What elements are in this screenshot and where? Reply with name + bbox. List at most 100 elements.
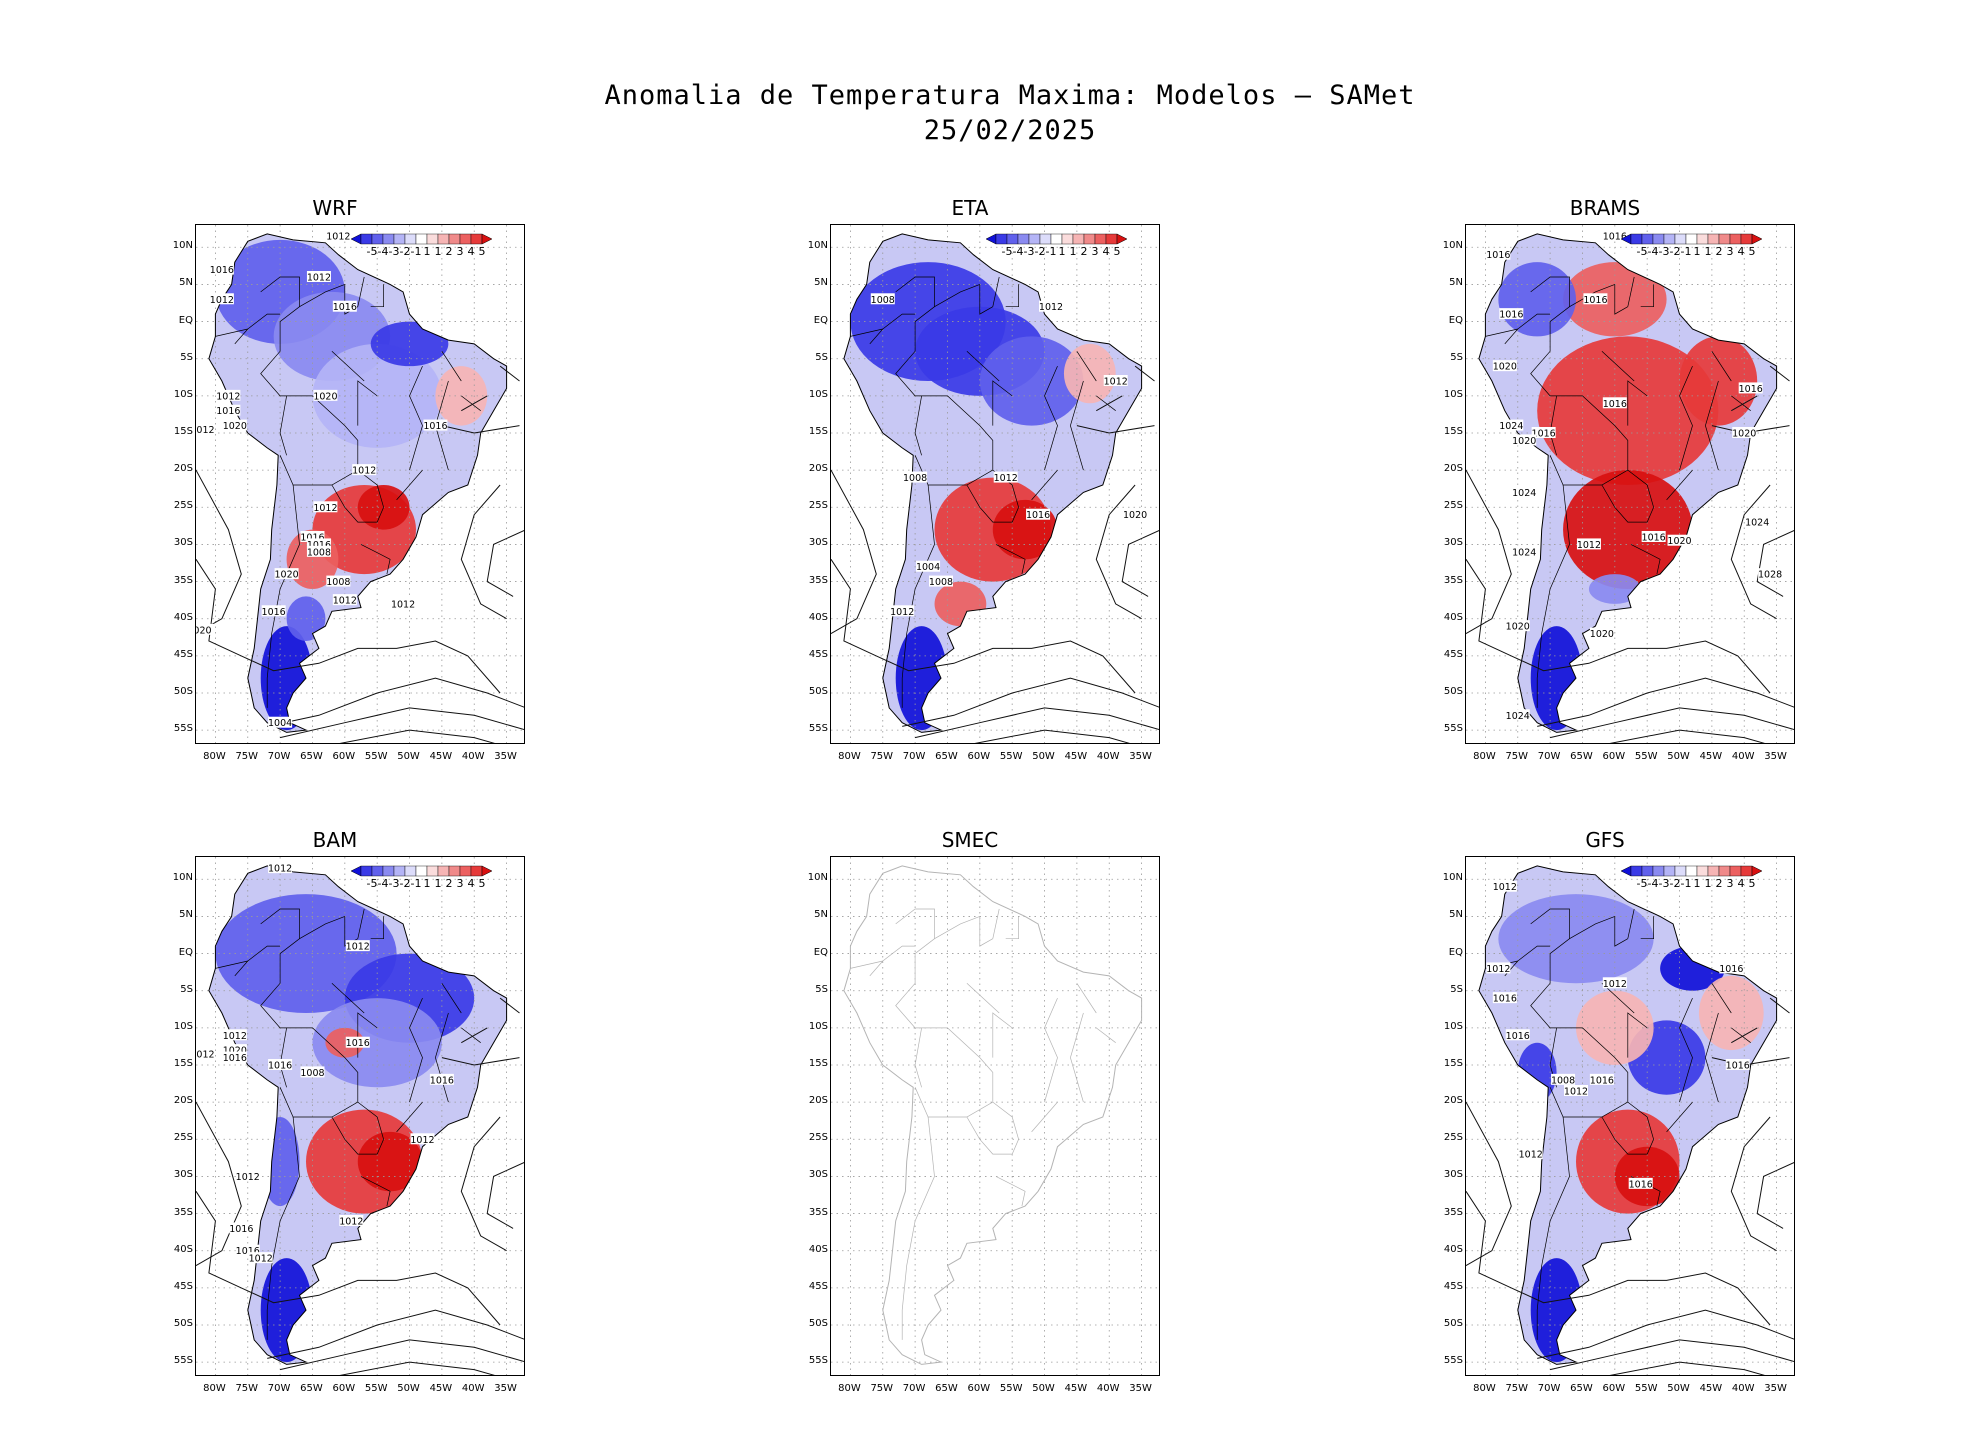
map-frame: 1012101210121012102010161016100810161016…: [195, 856, 525, 1376]
lon-tick-label: 75W: [870, 751, 894, 762]
isobar-label-bg: [1518, 1148, 1543, 1160]
country-border: [966, 983, 1000, 1014]
isobar-label: 1016: [1603, 232, 1627, 243]
isobar-label: 1012: [326, 232, 350, 243]
isobar-label-bg: [326, 230, 351, 242]
isobar-label: 1024: [1512, 488, 1536, 499]
isobar-line: [196, 559, 501, 694]
lat-tick-label: 40S: [173, 611, 193, 623]
colorbar-tick-label: -5: [1002, 245, 1013, 258]
map-frame: [830, 856, 1160, 1376]
lon-tick-label: 60W: [967, 1383, 991, 1394]
colorbar-swatch: [1707, 865, 1720, 877]
isobar-label-bg: [1492, 360, 1517, 372]
isobar-label-bg: [209, 263, 234, 275]
country-border: [370, 284, 384, 308]
colorbar-swatch: [448, 865, 461, 877]
colorbar-swatch: [437, 233, 450, 245]
isobar-line: [1730, 1116, 1777, 1252]
anomaly-region: [1063, 343, 1116, 404]
colorbar-tick-label: -3: [1024, 245, 1035, 258]
country-border: [1627, 1012, 1648, 1058]
isobar-label: 1020: [223, 1046, 247, 1057]
lat-tick-label: EQ: [1448, 946, 1463, 958]
lat-tick-label: 50S: [173, 686, 193, 697]
lon-tick-label: 40W: [1731, 751, 1755, 762]
isobar-label-bg: [196, 423, 215, 435]
isobar-label: 1016: [268, 1061, 292, 1072]
map-canvas: 1008 1012 1012 1008 1012 1016 1020 1004 1008 1012…: [831, 225, 1159, 743]
lon-tick-label: 80W: [838, 751, 861, 762]
lat-tick-label: 45S: [808, 1280, 828, 1292]
country-border: [1627, 380, 1648, 426]
lat-tick-label: 55S: [173, 723, 193, 735]
isobar-label: 1016: [262, 607, 286, 618]
isobar-label-bg: [222, 1044, 247, 1056]
lon-tick-label: 45W: [1699, 751, 1723, 762]
isobar-line: [499, 365, 520, 382]
isobar-label: 1020: [1590, 629, 1614, 640]
colorbar-swatch: [382, 233, 395, 245]
lat-tick-label: 30S: [1443, 537, 1463, 549]
isobar-label: 1012: [1493, 882, 1517, 893]
isobar-label-bg: [1589, 627, 1614, 639]
country-border: [1666, 469, 1693, 501]
country-border: [331, 351, 365, 382]
isobar-label: 1016: [1486, 250, 1510, 261]
lat-tick-label: EQ: [813, 946, 828, 958]
isobar-label: 1012: [223, 1031, 247, 1042]
anomaly-region: [895, 626, 948, 731]
figure-title: Anomalia de Temperatura Maxima: Modelos …: [0, 78, 1964, 148]
isobar-line: [974, 729, 1130, 743]
isobar-label: 1012: [1519, 1150, 1543, 1161]
isobar-label: 1016: [333, 302, 357, 313]
isobar-label: 1016: [300, 533, 324, 544]
colorbar-swatch: [415, 865, 428, 877]
isobar-label: 1020: [1512, 436, 1536, 447]
isobar-label: 1016: [1026, 510, 1050, 521]
anomaly-region: [325, 1027, 365, 1058]
lat-tick-label: 35S: [173, 1206, 193, 1218]
colorbar: -5 -4 -3 -2 -1 1 1 2 3 4 5: [350, 865, 493, 890]
colorbar-tick-label: -3: [1659, 245, 1670, 258]
lat-tick-label: 10S: [808, 388, 828, 400]
isobar-label: 1012: [210, 295, 234, 306]
colorbar-swatch: [1685, 233, 1698, 245]
colorbar-swatch: [1718, 865, 1731, 877]
country-border: [1601, 351, 1635, 382]
lat-tick-label: 45S: [173, 648, 193, 660]
lat-tick-label: 25S: [173, 500, 193, 512]
lat-tick-label: 5S: [1450, 351, 1463, 363]
isobar-label: 1012: [890, 607, 914, 618]
lon-tick-label: 80W: [203, 1383, 226, 1394]
colorbar-swatch: [382, 865, 395, 877]
anomaly-region: [934, 581, 987, 627]
title-line-1: Anomalia de Temperatura Maxima: Modelos …: [604, 80, 1416, 111]
colorbar-arrow-right: [481, 233, 493, 245]
country-border: [1705, 380, 1719, 471]
isobar-label-bg: [235, 1244, 260, 1256]
colorbar-swatch: [1729, 865, 1742, 877]
isobar-label-bg: [1602, 230, 1627, 242]
colorbar-tick-label: 3: [1092, 245, 1099, 258]
colorbar-swatch: [1641, 865, 1654, 877]
country-border: [441, 983, 462, 1014]
country-border: [992, 276, 1000, 307]
colorbar-tick-label: 2: [446, 877, 453, 890]
isobar-label: 1016: [307, 540, 331, 551]
lat-tick-label: 10S: [173, 1020, 193, 1032]
country-border: [1630, 544, 1661, 575]
lat-tick-label: 10N: [807, 240, 828, 252]
colorbar-swatch: [426, 233, 439, 245]
lon-tick-label: 45W: [1064, 1383, 1088, 1394]
isobar-label: 1012: [994, 473, 1018, 484]
lat-tick-label: 50S: [173, 1318, 193, 1329]
colorbar-tick-label: 3: [1727, 245, 1734, 258]
isobar-line: [831, 469, 877, 635]
isobar-label: 1012: [313, 503, 337, 514]
lon-tick-label: 50W: [397, 751, 420, 762]
colorbar-tick-label: 2: [446, 245, 453, 258]
country-border: [992, 1012, 1013, 1058]
lon-tick-label: 60W: [332, 751, 356, 762]
country-border: [409, 997, 423, 1103]
